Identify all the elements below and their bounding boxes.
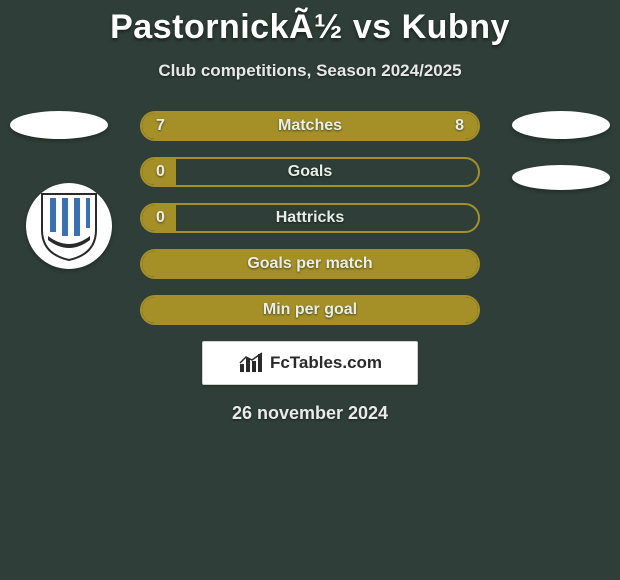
right-team-logo-2 <box>512 165 610 190</box>
stat-value-left: 7 <box>156 113 165 139</box>
page-title: PastornickÃ½ vs Kubny <box>0 0 620 47</box>
stat-row-matches: 7 Matches 8 <box>140 111 480 141</box>
date-label: 26 november 2024 <box>0 403 620 424</box>
stat-label: Goals <box>288 163 332 181</box>
bars-icon <box>238 352 264 374</box>
stat-row-goals-per-match: Goals per match <box>140 249 480 279</box>
fctables-label: FcTables.com <box>270 353 382 373</box>
stat-value-right: 8 <box>455 113 464 139</box>
stat-row-goals: 0 Goals <box>140 157 480 187</box>
comparison-stage: 7 Matches 8 0 Goals 0 Hattricks Goals pe… <box>0 111 620 424</box>
left-team-logo-1 <box>10 111 108 139</box>
stat-label: Min per goal <box>263 301 357 319</box>
stat-row-min-per-goal: Min per goal <box>140 295 480 325</box>
stat-row-hattricks: 0 Hattricks <box>140 203 480 233</box>
stat-label: Goals per match <box>247 255 372 273</box>
fctables-badge[interactable]: FcTables.com <box>202 341 418 385</box>
page-subtitle: Club competitions, Season 2024/2025 <box>0 61 620 81</box>
shield-icon <box>38 190 100 262</box>
stat-value-left: 0 <box>156 159 165 185</box>
left-club-badge <box>26 183 112 269</box>
stat-value-left: 0 <box>156 205 165 231</box>
stat-label: Hattricks <box>276 209 344 227</box>
stat-label: Matches <box>278 117 342 135</box>
stat-rows: 7 Matches 8 0 Goals 0 Hattricks Goals pe… <box>140 111 480 325</box>
right-team-logo-1 <box>512 111 610 139</box>
stat-fill-left <box>142 113 300 139</box>
